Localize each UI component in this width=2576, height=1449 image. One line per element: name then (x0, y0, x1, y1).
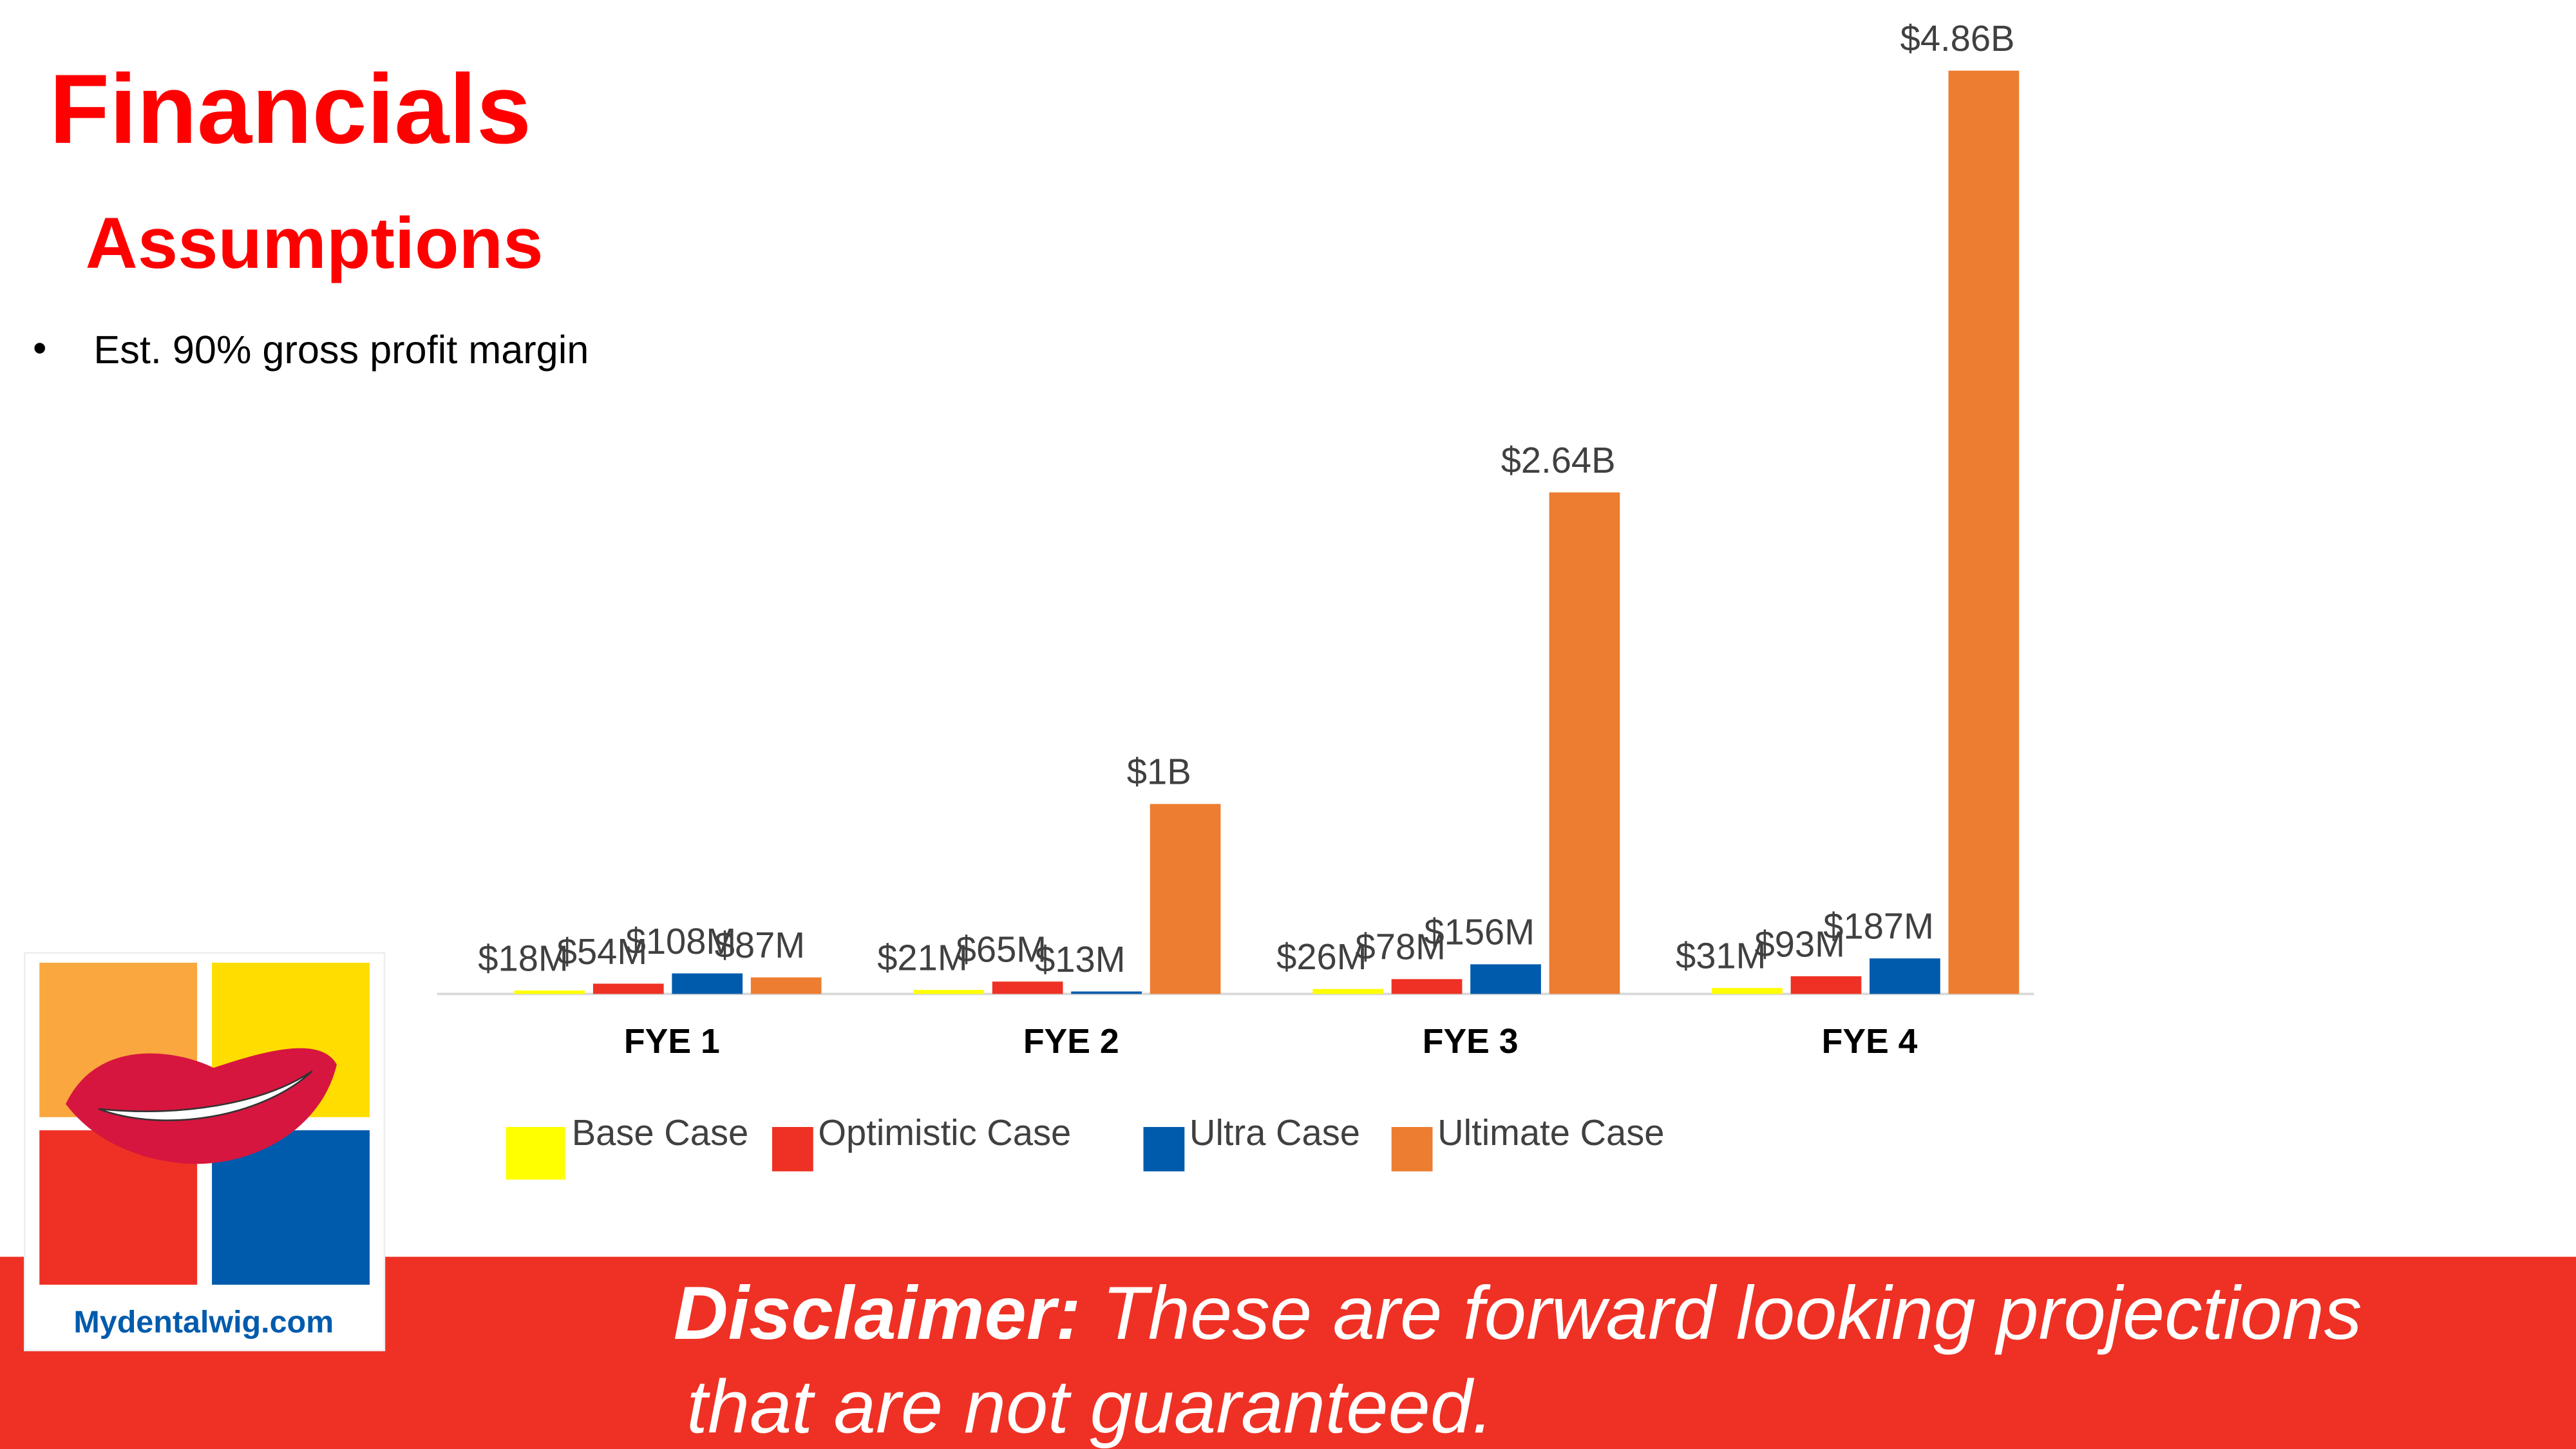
x-tick-label: FYE 4 (1822, 1023, 1918, 1061)
value-label: $1B (1127, 752, 1191, 792)
subtitle: Assumptions (86, 202, 544, 283)
disclaimer: Disclaimer: These are forward looking pr… (674, 1271, 2362, 1355)
value-label: $26M (1276, 936, 1367, 977)
value-label: $87M (715, 925, 805, 965)
legend-swatch (1391, 1127, 1433, 1171)
bar (1312, 989, 1383, 994)
bar (1549, 492, 1620, 994)
bar (1948, 70, 2020, 994)
x-tick-label: FYE 2 (1023, 1023, 1119, 1061)
value-label: $78M (1356, 927, 1446, 967)
logo-text: Mydentalwig.com (73, 1305, 334, 1340)
disclaimer-line2: that are not guaranteed. (687, 1364, 1493, 1448)
logo-lips (66, 1048, 337, 1164)
legend-swatch (506, 1127, 565, 1180)
value-label: $93M (1754, 923, 1844, 964)
value-label: $18M (478, 938, 568, 978)
value-label: $65M (956, 929, 1046, 970)
legend-swatch (772, 1127, 813, 1171)
value-label: $187M (1823, 906, 1934, 947)
bar (750, 977, 822, 994)
title: Financials (50, 54, 532, 164)
bar (992, 981, 1063, 994)
value-label: $54M (557, 931, 647, 972)
bar (1790, 976, 1862, 994)
bar (913, 990, 985, 994)
chart: FYE 1 $18M$54M$108M$87M FYE 2 $21M$65M$13M $… (478, 18, 2020, 1061)
value-label: $31M (1676, 936, 1766, 976)
bullet: Est. 90% gross profit margin (93, 328, 589, 372)
bar (1391, 979, 1463, 994)
bar (592, 983, 664, 994)
bar (1870, 958, 1940, 994)
disclaimer-banner (0, 1256, 2576, 1449)
legend-swatch (1143, 1127, 1185, 1171)
bar (1712, 988, 1783, 994)
bar (1470, 964, 1541, 994)
bar (672, 973, 743, 994)
disclaimer-lead: Disclaimer: (674, 1271, 1081, 1355)
bar (1071, 991, 1142, 994)
legend-label: Base Case (572, 1112, 748, 1153)
value-label: $21M (877, 938, 967, 978)
value-label: $108M (626, 921, 737, 961)
value-label: $156M (1424, 912, 1535, 952)
bar (1150, 804, 1221, 994)
logo-teeth (98, 1070, 313, 1121)
x-tick-label: FYE 1 (624, 1023, 720, 1061)
x-tick-label: FYE 3 (1423, 1023, 1519, 1061)
value-label: $2.64B (1501, 440, 1616, 480)
legend-label: Ultra Case (1189, 1112, 1360, 1153)
value-label: $4.86B (1900, 18, 2015, 59)
bar (514, 990, 585, 994)
legend-label: Ultimate Case (1437, 1112, 1664, 1153)
disclaimer-line1: These are forward looking projections (1102, 1271, 2362, 1355)
logo: Mydentalwig.com (23, 952, 386, 1352)
bullet-dot: • (33, 326, 46, 370)
legend-label: Optimistic Case (818, 1112, 1071, 1153)
value-label: $13M (1035, 939, 1125, 980)
legend: Base Case Optimistic Case Ultra Case Ultima… (506, 1112, 1665, 1180)
